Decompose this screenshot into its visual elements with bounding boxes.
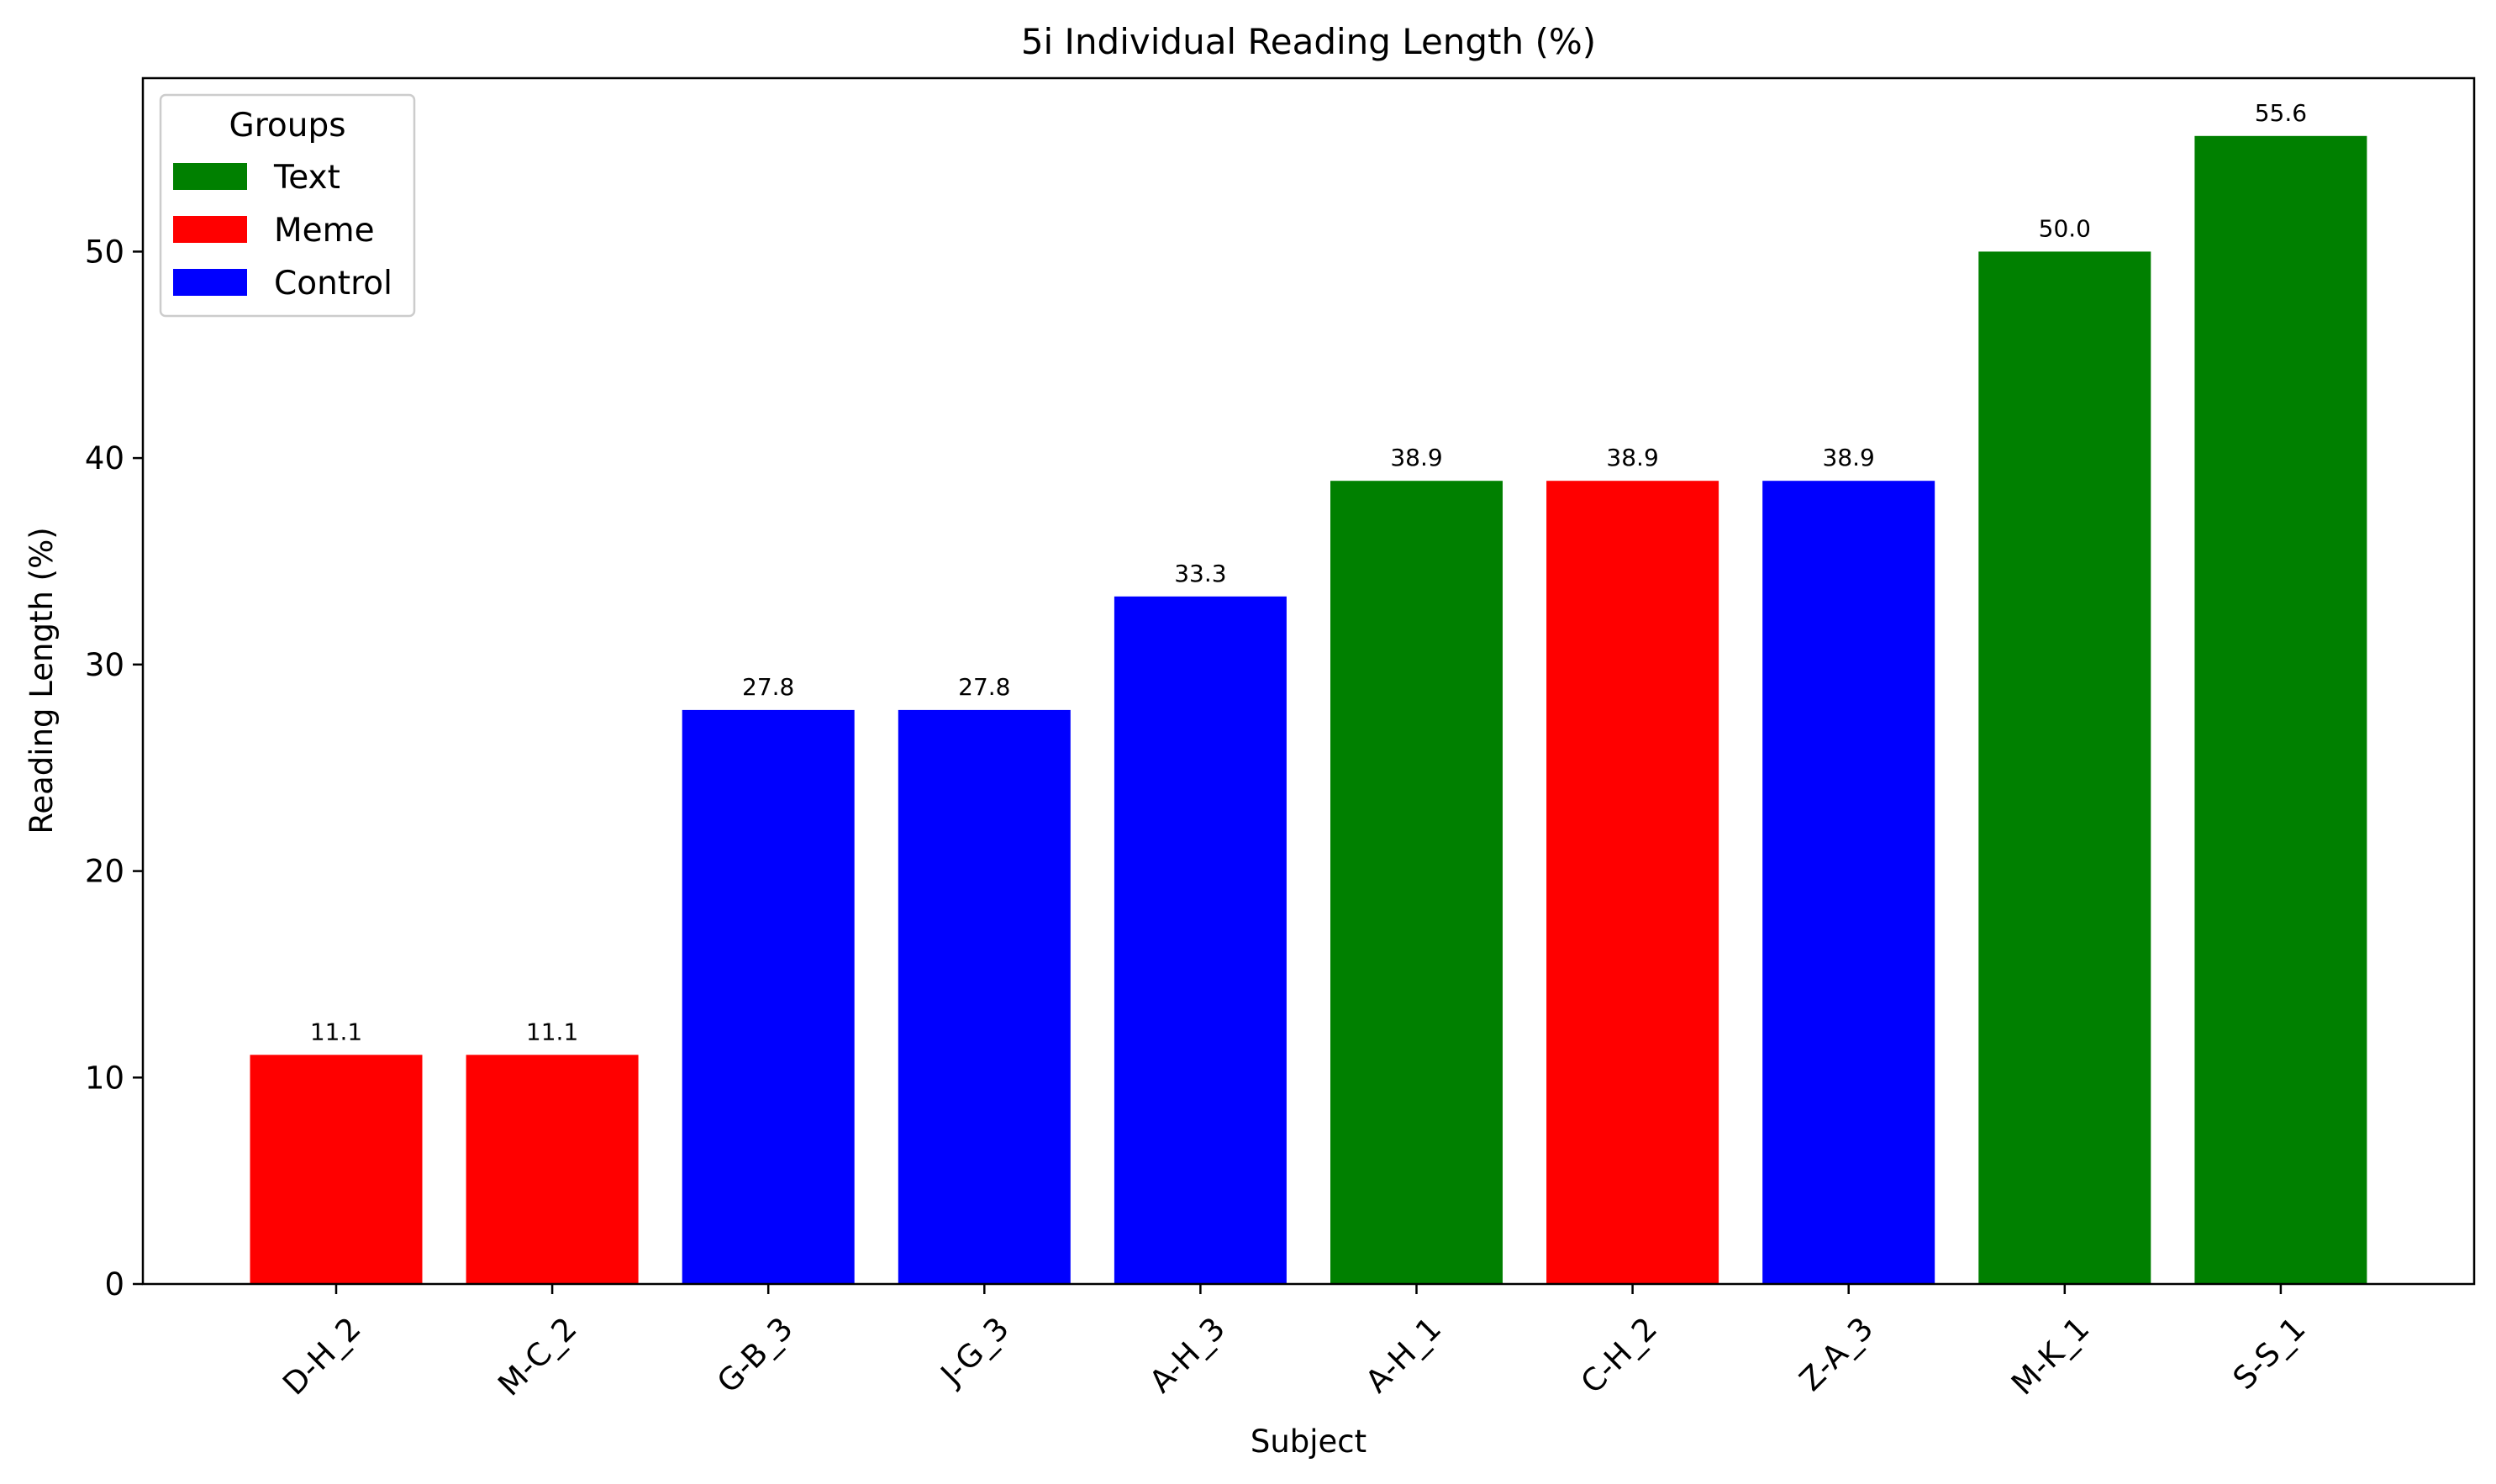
data-label-a-h-3: 33.3	[1174, 560, 1226, 587]
data-labels-layer: 11.1 11.1 27.8 27.8 33.3 38.9 38.9 38.9 50.0 55.6	[310, 99, 2307, 1046]
x-axis-label: Subject	[1251, 1423, 1366, 1460]
bar-a-h-3	[1114, 596, 1287, 1284]
data-label-c-h-2: 38.9	[1606, 444, 1658, 471]
y-axis: 0 10 20 30 40 50	[85, 234, 143, 1302]
data-label-s-s-1: 55.6	[2255, 99, 2307, 127]
y-tick-label-40: 40	[85, 440, 124, 476]
data-label-g-b-3: 27.8	[742, 673, 794, 701]
legend-label-meme: Meme	[274, 212, 375, 250]
bar-m-c-2	[466, 1055, 639, 1284]
data-label-z-a-3: 38.9	[1823, 444, 1875, 471]
legend-label-control: Control	[274, 265, 392, 303]
bar-m-k-1	[1978, 251, 2151, 1284]
bar-s-s-1	[2194, 135, 2367, 1284]
y-tick-label-30: 30	[85, 647, 124, 683]
bar-d-h-2	[250, 1055, 423, 1284]
data-label-d-h-2: 11.1	[310, 1018, 362, 1045]
bar-j-g-3	[898, 709, 1071, 1284]
bar-c-h-2	[1546, 481, 1719, 1284]
legend-swatch-text	[173, 163, 247, 190]
legend-swatch-control	[173, 269, 247, 296]
data-label-j-g-3: 27.8	[958, 673, 1010, 701]
legend: Groups Text Meme Control	[159, 93, 416, 318]
data-label-m-k-1: 50.0	[2039, 214, 2091, 242]
plot-frame	[141, 76, 2476, 1286]
y-tick-label-20: 20	[85, 854, 124, 890]
chart-title: 5i Individual Reading Length (%)	[1021, 21, 1596, 62]
bar-g-b-3	[682, 709, 855, 1284]
legend-frame	[159, 93, 416, 318]
legend-label-text: Text	[273, 159, 340, 197]
bar-a-h-1	[1330, 481, 1503, 1284]
y-tick-label-50: 50	[85, 234, 124, 270]
data-label-a-h-1: 38.9	[1390, 444, 1442, 471]
bar-z-a-3	[1762, 481, 1935, 1284]
legend-swatch-meme	[173, 216, 247, 243]
bars-layer	[250, 135, 2367, 1284]
legend-title: Groups	[229, 107, 345, 145]
y-tick-label-0: 0	[104, 1266, 124, 1302]
y-tick-label-10: 10	[85, 1060, 124, 1096]
y-axis-label: Reading Length (%)	[24, 527, 60, 834]
data-label-m-c-2: 11.1	[526, 1018, 578, 1045]
